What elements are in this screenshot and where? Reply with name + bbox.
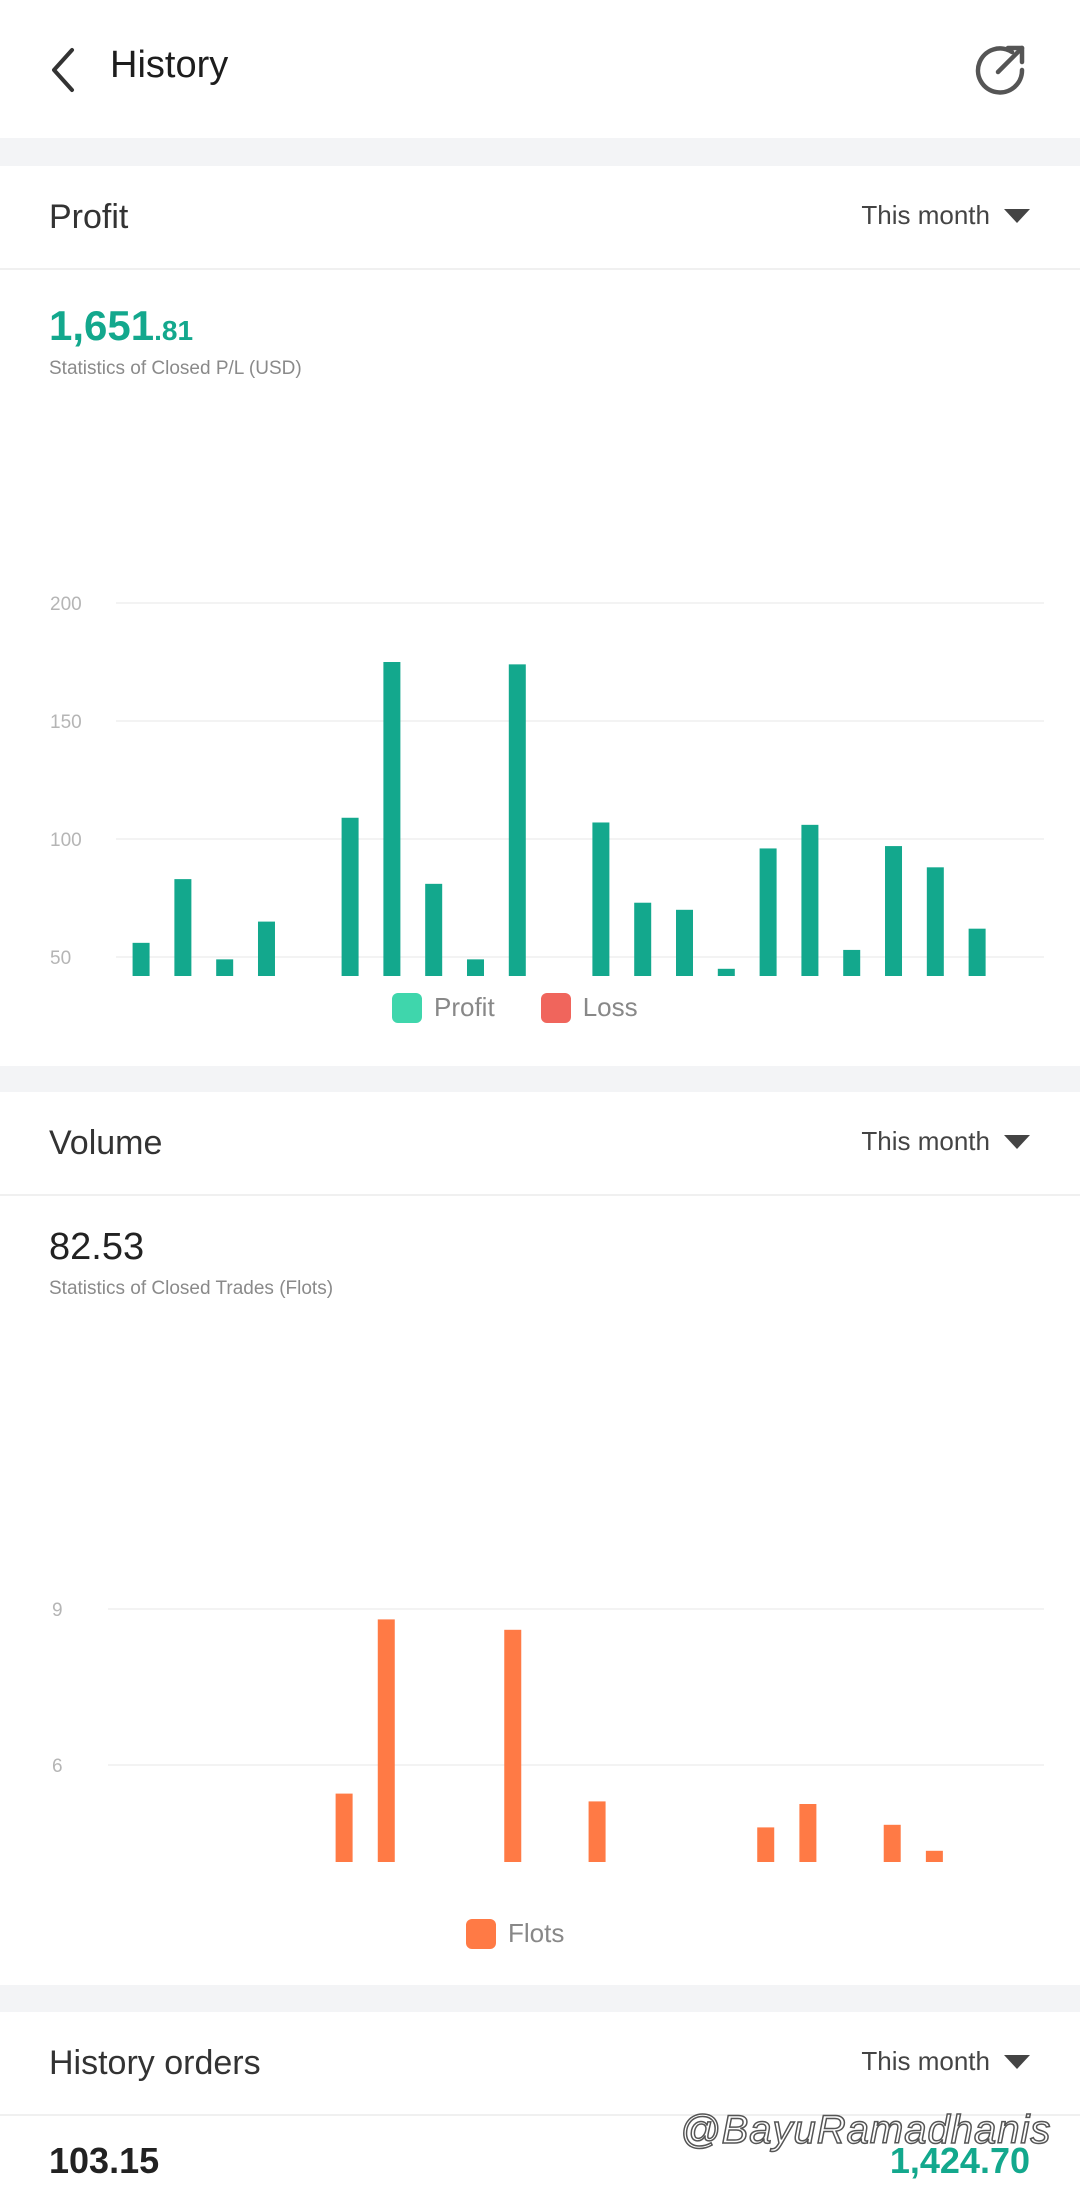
bar bbox=[843, 949, 861, 976]
bar bbox=[759, 848, 777, 976]
bar bbox=[801, 824, 819, 976]
volume-chart: 036901 Mar12 Mar28 Mar bbox=[52, 1600, 1044, 1862]
chevron-left-icon bbox=[52, 48, 74, 92]
profit-period-dropdown[interactable]: This month bbox=[861, 200, 1030, 231]
bar bbox=[925, 1850, 943, 1862]
y-tick-label: 200 bbox=[50, 594, 82, 615]
bar bbox=[592, 822, 610, 976]
orders-period-label: This month bbox=[861, 2046, 990, 2076]
y-tick-label: 9 bbox=[52, 1600, 63, 1621]
bar bbox=[676, 909, 694, 976]
bar bbox=[132, 942, 150, 976]
legend-item-flots[interactable]: Flots bbox=[466, 1918, 564, 1949]
orders-left-value: 103.15 bbox=[49, 2140, 160, 2181]
bar bbox=[508, 664, 526, 976]
bar bbox=[174, 879, 192, 976]
history-orders-card: History orders This month bbox=[0, 2012, 1080, 2190]
profit-card-title: Profit bbox=[49, 198, 129, 236]
legend-swatch-profit bbox=[392, 992, 422, 1023]
bar bbox=[257, 921, 275, 976]
bar bbox=[377, 1619, 395, 1862]
volume-subtitle: Statistics of Closed Trades (Flots) bbox=[49, 1278, 334, 1299]
caret-down-icon bbox=[1004, 2054, 1030, 2069]
volume-period-label: This month bbox=[861, 1126, 990, 1156]
back-button[interactable] bbox=[44, 40, 84, 100]
share-button[interactable] bbox=[972, 40, 1030, 98]
bar bbox=[216, 959, 234, 976]
y-tick-label: 6 bbox=[52, 1756, 63, 1777]
legend-swatch-flots bbox=[466, 1918, 496, 1949]
bar bbox=[466, 959, 484, 976]
volume-total: 82.53 bbox=[49, 1226, 145, 1268]
bar bbox=[504, 1629, 522, 1862]
orders-card-header: History orders This month bbox=[0, 2012, 1080, 2116]
y-tick-label: 100 bbox=[50, 830, 82, 851]
legend-item-profit[interactable]: Profit bbox=[392, 992, 495, 1023]
profit-legend: Profit Loss bbox=[392, 992, 638, 1023]
legend-label-flots: Flots bbox=[508, 1918, 565, 1948]
bar bbox=[634, 902, 652, 976]
orders-card-title: History orders bbox=[49, 2044, 261, 2082]
profit-total-decimal: .81 bbox=[154, 315, 194, 346]
caret-down-icon bbox=[1004, 208, 1030, 223]
volume-legend: Flots bbox=[466, 1918, 564, 1949]
caret-down-icon bbox=[1004, 1134, 1030, 1149]
legend-label-loss: Loss bbox=[582, 992, 638, 1022]
y-tick-label: 150 bbox=[50, 712, 82, 733]
bar bbox=[885, 846, 903, 976]
profit-period-label: This month bbox=[861, 200, 990, 230]
legend-swatch-loss bbox=[540, 992, 571, 1023]
bar bbox=[717, 968, 735, 976]
profit-card: Profit This month 1,651.81 Statistics of… bbox=[0, 166, 1080, 1066]
volume-card-title: Volume bbox=[49, 1124, 163, 1162]
page-title: History bbox=[110, 44, 229, 86]
share-arrow-icon bbox=[975, 45, 1025, 95]
bar bbox=[926, 867, 944, 976]
volume-period-dropdown[interactable]: This month bbox=[861, 1126, 1030, 1157]
profit-total: 1,651.81 bbox=[49, 302, 193, 350]
bar bbox=[335, 1793, 353, 1862]
y-tick-label: 50 bbox=[50, 948, 71, 969]
profit-chart: 05010015020001 Mar12 Mar28 Mar bbox=[50, 594, 1044, 976]
bar bbox=[968, 928, 986, 976]
bar bbox=[588, 1801, 606, 1862]
bar bbox=[757, 1827, 775, 1862]
volume-card-header: Volume This month bbox=[0, 1092, 1080, 1196]
orders-period-dropdown[interactable]: This month bbox=[861, 2046, 1030, 2077]
bar bbox=[341, 817, 359, 976]
legend-label-profit: Profit bbox=[434, 992, 495, 1022]
legend-item-loss[interactable]: Loss bbox=[540, 992, 638, 1023]
profit-total-int: 1,651 bbox=[49, 302, 155, 349]
bar bbox=[883, 1824, 901, 1862]
watermark: @BayuRamadhanis bbox=[679, 2107, 1052, 2153]
profit-card-header: Profit This month bbox=[0, 166, 1080, 270]
volume-card: Volume This month 82.53 Statistics of Cl… bbox=[0, 1092, 1080, 1985]
bar bbox=[383, 662, 401, 976]
bar bbox=[799, 1804, 817, 1862]
bar bbox=[425, 883, 443, 976]
orders-right-value: 1,424.70 bbox=[889, 2140, 1030, 2181]
app-bar: History bbox=[0, 0, 1080, 138]
profit-subtitle: Statistics of Closed P/L (USD) bbox=[49, 358, 302, 379]
